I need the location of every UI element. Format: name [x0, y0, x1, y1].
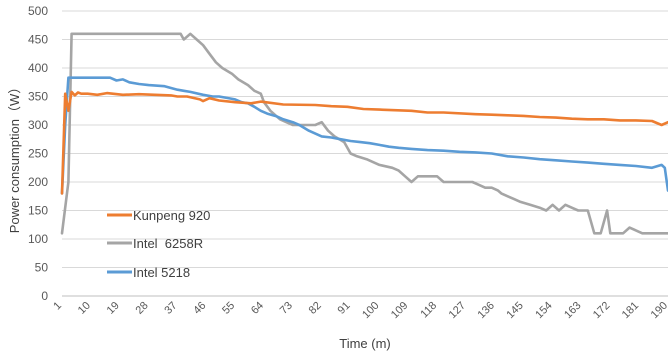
y-tick-label: 500	[28, 4, 48, 18]
y-tick-label: 250	[28, 147, 48, 161]
y-tick-label: 400	[28, 61, 48, 75]
legend: Kunpeng 920 Intel 6258R Intel 5218	[107, 208, 210, 280]
series-lines	[60, 32, 668, 235]
y-axis-title: Power consumption（W）	[7, 81, 22, 233]
y-tick-label: 0	[41, 289, 48, 303]
series-line-intel-6258r	[60, 32, 668, 235]
y-tick-label: 300	[28, 118, 48, 132]
y-tick-label: 100	[28, 232, 48, 246]
y-tick-label: 450	[28, 33, 48, 47]
series-line-kunpeng-920	[60, 90, 668, 195]
y-tick-label: 350	[28, 90, 48, 104]
series-line-intel-5218	[60, 76, 668, 195]
y-tick-label: 200	[28, 175, 48, 189]
legend-label: Intel 5218	[133, 265, 190, 280]
x-axis-title: Time (m)	[339, 336, 391, 351]
legend-label: Intel 6258R	[133, 236, 203, 251]
y-axis-ticks: 0 50 100 150 200 250 300 350 400 450 500	[28, 4, 48, 303]
legend-label: Kunpeng 920	[133, 208, 210, 223]
y-tick-label: 50	[35, 261, 49, 275]
y-tick-label: 150	[28, 204, 48, 218]
gridlines	[62, 10, 668, 268]
